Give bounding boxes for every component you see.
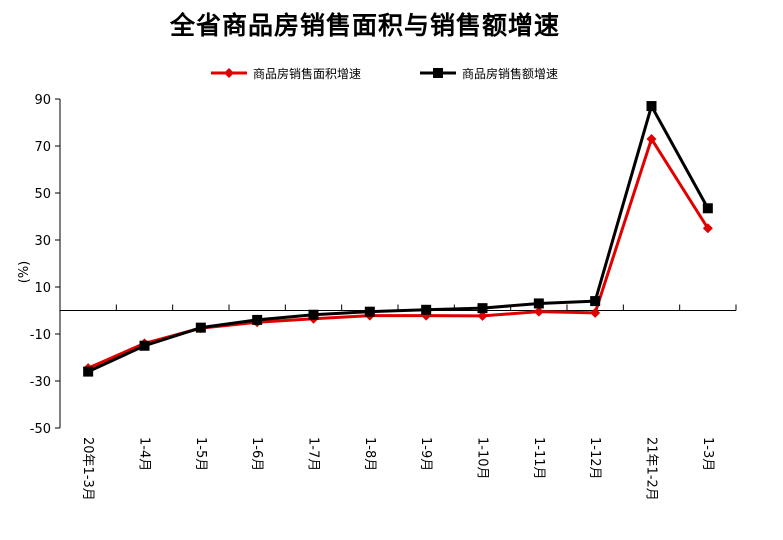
y-axis-label: (%) [17,261,32,284]
data-point [533,298,544,309]
y-tick-label: 10 [34,281,51,296]
y-tick-label: 50 [34,187,51,202]
data-point [83,366,94,377]
data-point [252,314,263,325]
series-line [87,104,710,373]
x-tick-label: 1-3月 [700,437,715,471]
series-1 [83,133,713,374]
legend-item-2: 商品房销售额增速 [420,66,558,81]
chart-title: 全省商品房销售面积与销售额增速 [169,11,560,40]
x-tick-label: 1-11月 [531,437,546,480]
y-tick-label: 90 [34,93,51,108]
data-point [646,133,657,144]
data-point [477,303,488,314]
x-tick-label: 1-4月 [137,437,152,471]
legend-item-1: 商品房销售面积增速 [211,66,361,81]
y-tick-label: 30 [34,234,51,249]
data-point [364,306,375,317]
legend-label: 商品房销售额增速 [462,66,558,81]
legend-marker [433,68,443,78]
x-tick-label: 1-12月 [587,437,602,480]
series-layer [83,101,713,377]
legend-marker [224,68,234,78]
data-point [308,309,319,320]
x-tick-label: 1-5月 [193,437,208,471]
data-point [590,307,601,318]
data-point [590,296,601,307]
y-tick-label: -50 [30,422,51,437]
x-tick-label: 1-8月 [362,437,377,471]
legend-label: 商品房销售面积增速 [253,66,361,81]
data-point [533,306,544,317]
data-point [195,322,206,333]
x-tick-label: 1-9月 [418,437,433,471]
y-tick-label: -10 [30,328,51,343]
data-point [646,101,657,112]
x-tick-label: 1-7月 [306,437,321,471]
x-tick-label: 21年1-2月 [644,437,659,501]
data-point [421,304,432,315]
series-2 [83,101,713,377]
x-tick-label: 20年1-3月 [80,437,95,501]
data-point [702,203,713,214]
y-tick-label: -30 [30,375,51,390]
data-point [702,223,713,234]
axes: 90 70 50 30 10 -10 -30 -50 20年1-3月 1-4月 1-5月 1-6月 1-… [30,93,737,501]
data-point [477,310,488,321]
y-tick-label: 70 [34,140,51,155]
data-point [139,340,150,351]
legend: 商品房销售面积增速 商品房销售额增速 [211,66,558,81]
x-tick-label: 1-10月 [475,437,490,480]
x-tick-label: 1-6月 [249,437,264,471]
